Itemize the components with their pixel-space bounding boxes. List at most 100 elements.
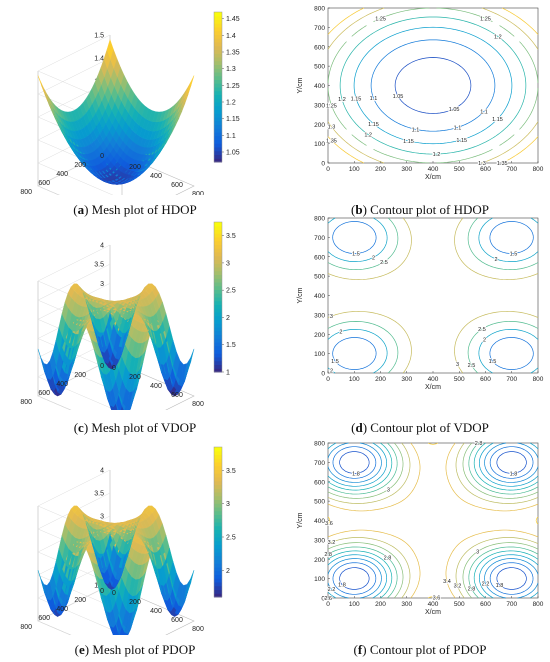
- contour-label: 1.25: [375, 16, 386, 22]
- caption-b: (b) Contour plot of HDOP: [351, 202, 489, 217]
- colorbar-band: [214, 503, 222, 508]
- colorbar-band: [214, 49, 222, 54]
- z-tick-label: 3: [100, 281, 104, 288]
- colorbar: [213, 11, 224, 163]
- contour-label: 1.15: [492, 117, 503, 123]
- colorbar-band: [214, 593, 222, 598]
- caption-e: (e) Mesh plot of PDOP: [74, 642, 196, 657]
- colorbar-band: [214, 492, 222, 497]
- colorbar-band: [214, 117, 222, 122]
- colorbar-band: [214, 293, 222, 298]
- contour-line: [327, 217, 539, 374]
- colorbar-band: [214, 240, 222, 245]
- x-tick-label: 600: [171, 392, 183, 399]
- contour-label: 1.35: [497, 161, 508, 167]
- colorbar-band: [214, 12, 222, 17]
- contour-label: 1.2: [433, 152, 441, 158]
- y-axis-label: Y/cm: [297, 287, 304, 303]
- y-tick-label: 800: [20, 189, 32, 195]
- colorbar-band: [214, 135, 222, 140]
- colorbar-tick-label: 2: [226, 568, 230, 575]
- y-tick-label: 200: [314, 332, 325, 339]
- colorbar-tick-label: 1.5: [226, 342, 236, 349]
- colorbar-band: [214, 267, 222, 272]
- colorbar-band: [214, 480, 222, 485]
- contour-label: 1.8: [510, 471, 518, 477]
- x-tick-label: 200: [129, 164, 141, 171]
- contour-line: [370, 39, 496, 132]
- colorbar-band: [214, 334, 222, 339]
- colorbar-band: [214, 139, 222, 144]
- y-axis-label: Y/cm: [297, 512, 304, 528]
- contour-lines: [327, 7, 539, 164]
- colorbar-band: [214, 495, 222, 500]
- y-tick-label: 500: [314, 64, 325, 71]
- contour-line: [394, 57, 472, 114]
- colorbar-band: [214, 578, 222, 583]
- contour-line: [327, 217, 539, 374]
- x-tick-label: 600: [480, 166, 491, 173]
- z-gridline: [37, 538, 123, 612]
- colorbar-band: [214, 349, 222, 354]
- contour-label: 1.2: [494, 34, 502, 40]
- colorbar-band: [214, 514, 222, 519]
- colorbar-band: [214, 124, 222, 129]
- plot-area: [327, 442, 539, 599]
- colorbar-band: [214, 79, 222, 84]
- x-tick-label: 800: [533, 166, 544, 173]
- contour-label: 1.35: [326, 138, 337, 144]
- y-tick-label: 0: [321, 596, 325, 603]
- colorbar-band: [214, 255, 222, 260]
- x-tick-label: 400: [428, 376, 439, 383]
- x-tick-label: 0: [112, 590, 116, 597]
- colorbar-band: [214, 522, 222, 527]
- colorbar-band: [214, 19, 222, 24]
- z-tick-label: 1.4: [94, 56, 104, 63]
- colorbar-tick-label: 1.15: [226, 116, 240, 123]
- colorbar-band: [214, 94, 222, 99]
- y-tick-label: 600: [38, 390, 50, 397]
- colorbar-band: [214, 537, 222, 542]
- y-tick-label: 0: [100, 363, 104, 370]
- colorbar-band: [214, 570, 222, 575]
- contour-line: [327, 442, 539, 599]
- contour-label: 3.2: [328, 540, 336, 546]
- x-tick-label: 700: [506, 166, 517, 173]
- contour-label: 2.2: [482, 582, 490, 588]
- colorbar-band: [214, 270, 222, 275]
- mesh-plot-vdop: 11.522.533.54020040060080002004006008001…: [20, 221, 236, 410]
- colorbar-band: [214, 252, 222, 257]
- contour-line: [353, 26, 513, 145]
- contour-label: 2.5: [468, 363, 476, 369]
- contour-line: [327, 442, 539, 599]
- colorbar-band: [214, 113, 222, 118]
- contour-label: 1.15: [403, 139, 414, 145]
- z-tick-label: 3: [100, 514, 104, 521]
- plot-area: [327, 217, 539, 374]
- colorbar-band: [214, 473, 222, 478]
- x-tick-label: 600: [171, 617, 183, 624]
- y-tick-label: 800: [314, 216, 325, 223]
- contour-label: 1.3: [328, 125, 336, 131]
- caption-a: (a) Mesh plot of HDOP: [73, 202, 197, 217]
- z-gridline: [37, 584, 111, 635]
- colorbar-band: [214, 300, 222, 305]
- contour-label: 2: [483, 337, 486, 343]
- colorbar-band: [214, 364, 222, 369]
- colorbar-band: [214, 469, 222, 474]
- colorbar-band: [214, 109, 222, 114]
- colorbar-band: [214, 60, 222, 65]
- colorbar-band: [214, 559, 222, 564]
- y-tick-label: 300: [314, 102, 325, 109]
- colorbar-band: [214, 289, 222, 294]
- x-tick-label: 600: [480, 601, 491, 608]
- contour-label: 2.8: [384, 556, 392, 562]
- contour-label: 2.8: [468, 587, 476, 593]
- colorbar-band: [214, 312, 222, 317]
- x-tick-label: 300: [401, 601, 412, 608]
- x-tick-label: 0: [326, 601, 330, 608]
- contour-plot-pdop: 0 100 200 300 400 500 600 700 800 0 100 200 300 400 50…: [297, 440, 544, 616]
- colorbar-band: [214, 27, 222, 32]
- colorbar-band: [214, 544, 222, 549]
- colorbar-band: [214, 323, 222, 328]
